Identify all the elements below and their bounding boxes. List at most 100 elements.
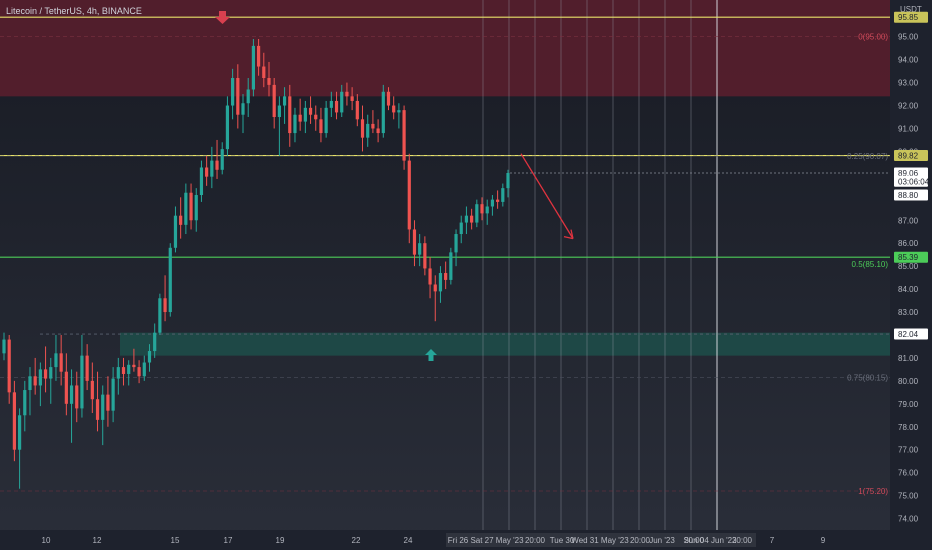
zone-0 <box>0 0 890 97</box>
candle <box>272 78 276 129</box>
candle <box>153 323 157 358</box>
candle <box>324 100 328 138</box>
y-tick-label: 91.00 <box>898 124 919 133</box>
candle-body <box>262 66 266 79</box>
y-tick-label: 74.00 <box>898 515 919 524</box>
candle <box>256 39 261 76</box>
candle-body <box>298 114 302 122</box>
candle-body <box>454 234 458 253</box>
annotations: 0(95.00) 0.25(90.07) 0.5(85.10) 0.75(80.15)… <box>215 11 888 496</box>
candle-body <box>205 167 209 177</box>
candle-body <box>179 215 183 225</box>
candle <box>464 206 469 235</box>
candle-body <box>412 229 417 255</box>
y-tick-label: 94.00 <box>898 56 919 65</box>
candle <box>23 380 27 432</box>
candle <box>381 84 385 138</box>
price-label-bg <box>894 251 928 263</box>
x-tick-label: Fri 26 <box>448 536 469 545</box>
candle-body <box>220 149 224 170</box>
candle <box>158 293 162 335</box>
zones <box>0 0 890 356</box>
time-axis-panel[interactable] <box>0 530 890 550</box>
candle <box>470 208 474 230</box>
candle-body <box>7 339 11 393</box>
x-tick-label: 20:00 <box>732 536 753 545</box>
candle-body <box>194 195 198 221</box>
candle-body <box>506 172 510 189</box>
candle-body <box>407 160 411 230</box>
candle <box>454 229 458 267</box>
x-tick-label: 20:00 <box>684 536 705 545</box>
candle-body <box>329 100 333 108</box>
candle-body <box>199 167 204 196</box>
arrow-down-icon <box>215 11 230 24</box>
candle <box>251 39 256 97</box>
candle-body <box>75 385 79 409</box>
candle <box>407 153 411 244</box>
candle-body <box>210 160 214 177</box>
candle <box>392 96 396 120</box>
candle <box>168 243 172 317</box>
candle-body <box>459 222 463 235</box>
candle <box>449 247 453 285</box>
price-label-bg <box>894 150 928 162</box>
candle-body <box>2 339 6 354</box>
candle-body <box>163 298 167 313</box>
candle-body <box>153 332 157 352</box>
candle <box>490 195 495 216</box>
candle-body <box>392 105 396 113</box>
candle-body <box>106 394 110 411</box>
candle-body <box>231 78 235 106</box>
candle <box>142 355 146 381</box>
candle <box>194 188 198 232</box>
candle-body <box>54 353 58 368</box>
y-tick-label: 76.00 <box>898 469 919 478</box>
candle <box>480 197 484 221</box>
candle <box>127 360 131 386</box>
x-tick-label: Sun 04 Jun '23 <box>683 536 737 545</box>
candle-body <box>256 45 261 67</box>
candle <box>355 94 359 127</box>
price-label: 95.85 <box>898 13 919 22</box>
candle <box>303 100 307 134</box>
candle <box>173 206 178 253</box>
candle-body <box>23 390 27 416</box>
price-label: 85.39 <box>898 253 919 262</box>
price-label: 03:06:04 <box>898 177 930 186</box>
candle-body <box>402 110 406 161</box>
candle-body <box>147 351 152 363</box>
candle-body <box>303 107 307 122</box>
fib-label: 1(75.20) <box>858 487 888 496</box>
candle <box>43 346 48 393</box>
candle-body <box>90 380 94 400</box>
fib-label: 0.75(80.15) <box>847 373 888 382</box>
levels <box>0 16 890 492</box>
x-tick-label: 19 <box>276 536 285 545</box>
candle <box>282 87 287 124</box>
price-axis-panel[interactable] <box>890 0 932 550</box>
candle-body <box>345 91 349 97</box>
candle <box>293 107 297 143</box>
y-tick-label: 92.00 <box>898 102 919 111</box>
candle-body <box>80 355 84 409</box>
candle <box>402 105 406 170</box>
price-label: 82.04 <box>898 330 919 339</box>
candle <box>501 183 505 207</box>
candle <box>485 199 489 225</box>
candle-body <box>59 353 63 372</box>
candle-body <box>158 298 162 333</box>
candle-body <box>475 204 479 223</box>
candle-body <box>496 199 500 202</box>
candle-body <box>132 364 136 368</box>
arrow-up-icon <box>425 349 437 361</box>
candle <box>106 376 110 427</box>
candle-body <box>111 378 115 411</box>
price-label: 89.82 <box>898 152 919 161</box>
candle-body <box>137 367 141 377</box>
y-tick-label: 95.00 <box>898 33 919 42</box>
candle-body <box>418 243 422 255</box>
candles[interactable] <box>2 39 510 489</box>
candle <box>225 96 230 157</box>
candle <box>220 142 224 175</box>
